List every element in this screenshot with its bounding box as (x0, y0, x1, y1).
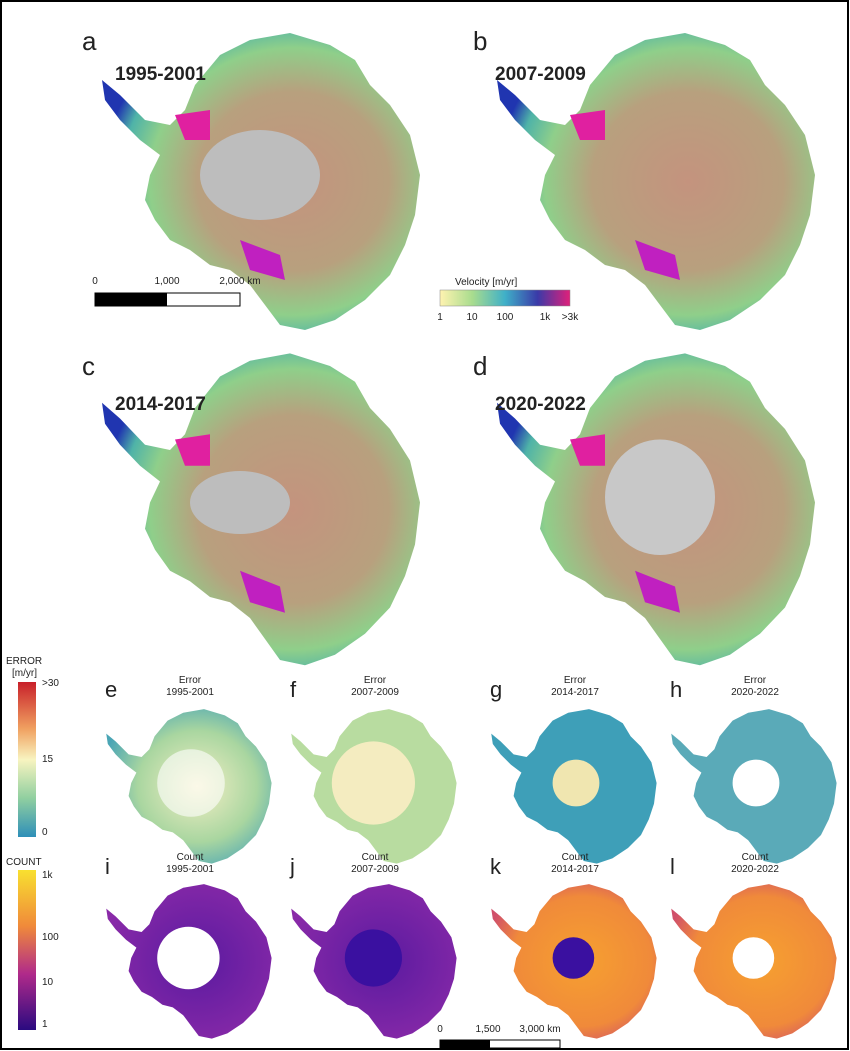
panel-period: 2007-2009 (351, 687, 399, 698)
panel-letter: e (105, 677, 117, 702)
panel-period: 2020-2022 (731, 687, 779, 698)
panel-title: Error (744, 675, 767, 686)
map-f (291, 709, 456, 863)
map-g (491, 709, 656, 863)
panel-title: Count (742, 852, 769, 863)
panel-title: Count (362, 852, 389, 863)
count-legend: COUNT 1k 100 10 1 (6, 857, 59, 1030)
legend-title: Velocity [m/yr] (455, 277, 517, 288)
panel-period: 2020-2022 (495, 394, 586, 415)
legend-tick: 1 (42, 1019, 48, 1030)
scale-label: 3,000 km (519, 1024, 560, 1035)
scale-label: 2,000 km (219, 276, 260, 287)
legend-tick: >3k (562, 312, 579, 323)
map-h (671, 709, 836, 863)
panel-letter: g (490, 677, 502, 702)
error-legend: ERROR [m/yr] >30 15 0 (6, 656, 59, 838)
legend-tick: 10 (466, 312, 478, 323)
legend-tick: 1k (42, 870, 54, 881)
panel-period: 1995-2001 (166, 687, 214, 698)
map-i (106, 884, 271, 1038)
panel-period: 1995-2001 (115, 64, 206, 85)
legend-tick: 1k (540, 312, 552, 323)
legend-tick: >30 (42, 678, 59, 689)
legend-tick: 100 (42, 932, 59, 943)
panel-title: Count (177, 852, 204, 863)
legend-tick: 100 (497, 312, 514, 323)
panel-letter: d (473, 351, 487, 381)
map-e (106, 709, 271, 863)
panel-letter: i (105, 854, 110, 879)
legend-tick: 10 (42, 977, 54, 988)
panel-letter: h (670, 677, 682, 702)
legend-tick: 0 (42, 827, 48, 838)
panel-letter: j (289, 854, 295, 879)
panel-letter: a (82, 26, 97, 56)
scale-label: 0 (92, 276, 98, 287)
panel-letter: l (670, 854, 675, 879)
map-l (671, 884, 836, 1038)
panel-period: 1995-2001 (166, 864, 214, 875)
legend-title: [m/yr] (12, 668, 37, 679)
panel-period: 2007-2009 (351, 864, 399, 875)
panel-period: 2020-2022 (731, 864, 779, 875)
panel-period: 2014-2017 (551, 864, 599, 875)
panel-letter: f (290, 677, 297, 702)
panel-period: 2014-2017 (551, 687, 599, 698)
panel-letter: c (82, 351, 95, 381)
scale-label: 1,500 (475, 1024, 500, 1035)
velocity-legend: Velocity [m/yr] 1 10 100 1k >3k (437, 277, 579, 323)
panel-title: Error (179, 675, 202, 686)
panel-period: 2007-2009 (495, 64, 586, 85)
figure: a 1995-2001 b 2007-2009 c 2014-2017 d 20… (0, 0, 850, 1051)
scale-label: 1,000 (154, 276, 179, 287)
map-j (291, 884, 456, 1038)
legend-tick: 1 (437, 312, 443, 323)
map-k (491, 884, 656, 1038)
legend-tick: 15 (42, 754, 54, 765)
panel-title: Error (564, 675, 587, 686)
scale-label: 0 (437, 1024, 443, 1035)
legend-title: COUNT (6, 857, 42, 868)
panel-title: Error (364, 675, 387, 686)
panel-title: Count (562, 852, 589, 863)
panel-period: 2014-2017 (115, 394, 206, 415)
scale-bar: 0 1,000 2,000 km (92, 276, 260, 306)
panel-letter: k (490, 854, 502, 879)
panel-letter: b (473, 26, 487, 56)
scale-bar: 0 1,500 3,000 km (437, 1024, 560, 1048)
legend-title: ERROR (6, 656, 42, 667)
